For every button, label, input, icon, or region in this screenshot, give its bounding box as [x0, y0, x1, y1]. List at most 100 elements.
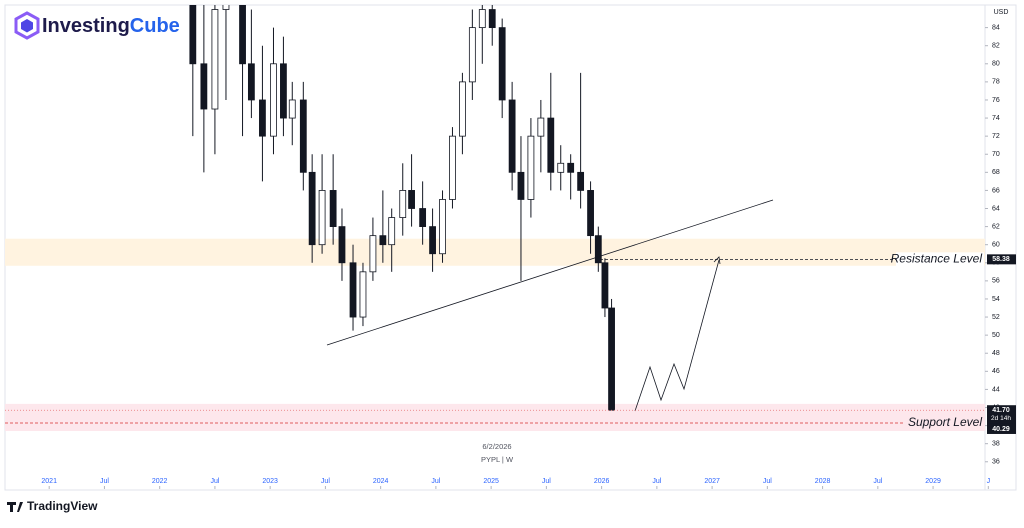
candle-body — [369, 235, 377, 273]
candle-body — [567, 162, 575, 173]
date-label: 6/2/2026 — [482, 442, 511, 451]
candle-body — [388, 217, 396, 246]
resistance-label-bg — [896, 252, 984, 267]
x-tick-label: 2025 — [483, 478, 499, 485]
last-price: 41.70 — [992, 407, 1010, 414]
candle-body — [527, 135, 535, 200]
candle-body — [259, 99, 266, 137]
projection-path — [634, 259, 720, 412]
candle-body — [601, 262, 609, 309]
logo: InvestingCube — [14, 11, 180, 40]
candle-body — [247, 63, 255, 101]
candle-body — [408, 190, 415, 209]
x-tick-label: Jul — [652, 478, 661, 485]
y-tick-label: 38 — [992, 441, 1000, 448]
candle-body — [557, 162, 565, 173]
candle-body — [189, 5, 197, 65]
candle-body — [478, 9, 486, 29]
x-tick-label: 2027 — [704, 478, 720, 485]
y-tick-label: 54 — [992, 296, 1000, 303]
candle-body — [419, 208, 427, 228]
candle-body — [349, 262, 357, 318]
resistance-price-bg — [987, 254, 1016, 265]
y-tick-label: 72 — [992, 133, 1000, 140]
x-tick-label: Jul — [321, 478, 330, 485]
candle-body — [468, 27, 476, 83]
candle-body — [222, 5, 230, 10]
axes: 3638404244464850525456586062646668707274… — [5, 24, 1016, 489]
y-tick-label: 66 — [992, 187, 1000, 194]
candle-body — [594, 235, 602, 264]
y-tick-label: 44 — [992, 386, 1000, 393]
tv-icon — [7, 502, 23, 512]
logo-text-left: Investing — [42, 15, 130, 37]
candle-body — [329, 190, 337, 228]
candles — [189, 5, 615, 411]
logo-text: InvestingCube — [42, 15, 180, 37]
candle-body — [239, 5, 246, 65]
tv-brand: TradingView — [27, 499, 98, 513]
candle-body — [537, 117, 545, 137]
y-tick-label: 74 — [992, 115, 1000, 122]
trendline — [326, 199, 774, 346]
y-tick-label: 84 — [992, 24, 1000, 31]
support-label-bg — [903, 415, 984, 430]
candle-body — [498, 27, 506, 101]
currency-label: USD — [994, 9, 1009, 16]
y-tick-label: 36 — [992, 459, 1000, 466]
x-tick-label: J — [987, 478, 991, 485]
y-tick-label: 48 — [992, 350, 1000, 357]
x-tick-label: Jul — [431, 478, 440, 485]
x-tick-label: 2026 — [594, 478, 610, 485]
x-tick-label: Jul — [210, 478, 219, 485]
y-tick-label: 52 — [992, 314, 1000, 321]
candle-body — [379, 235, 387, 246]
candle-body — [577, 171, 585, 191]
y-tick-label: 76 — [992, 97, 1000, 104]
support-price: 40.29 — [992, 426, 1010, 433]
x-tick-label: 2029 — [925, 478, 941, 485]
y-tick-label: 56 — [992, 278, 1000, 285]
candle-body — [587, 190, 594, 237]
candle-body — [270, 63, 277, 137]
candle-body — [399, 190, 407, 218]
y-tick-label: 82 — [992, 43, 1000, 50]
candle-body — [459, 81, 466, 137]
candle-body — [517, 171, 525, 200]
symbol-label: PYPL | W — [481, 455, 514, 464]
last-price-bg — [987, 405, 1016, 425]
support-price-bg — [987, 423, 1016, 434]
logo-icon — [14, 11, 40, 40]
logo-text-right: Cube — [130, 15, 180, 37]
candle-body — [338, 226, 346, 264]
candle-body — [359, 271, 367, 318]
x-tick-label: 2024 — [373, 478, 389, 485]
candle-body — [547, 117, 555, 173]
candle-body — [299, 99, 307, 173]
candle-body — [439, 199, 446, 255]
x-tick-label: Jul — [763, 478, 772, 485]
y-tick-label: 78 — [992, 79, 1000, 86]
candle-body — [608, 307, 615, 411]
resistance-zone — [5, 238, 985, 266]
projection-arrowhead — [713, 256, 721, 265]
zones — [5, 238, 985, 432]
candle-body — [308, 171, 316, 246]
y-tick-label: 64 — [992, 205, 1000, 212]
tradingview-logo: TradingView — [7, 499, 98, 513]
y-tick-label: 68 — [992, 169, 1000, 176]
x-tick-label: Jul — [873, 478, 882, 485]
drawings — [326, 199, 774, 412]
candle-body — [280, 63, 287, 119]
support-label: Support Level — [908, 415, 982, 429]
candle-body — [449, 135, 456, 200]
y-tick-label: 80 — [992, 61, 1000, 68]
candle-body — [488, 9, 496, 29]
candle-body — [318, 190, 326, 246]
x-tick-label: 2022 — [152, 478, 168, 485]
x-tick-label: 2023 — [262, 478, 278, 485]
y-tick-label: 60 — [992, 242, 1000, 249]
logo-icon-inner — [21, 19, 33, 33]
